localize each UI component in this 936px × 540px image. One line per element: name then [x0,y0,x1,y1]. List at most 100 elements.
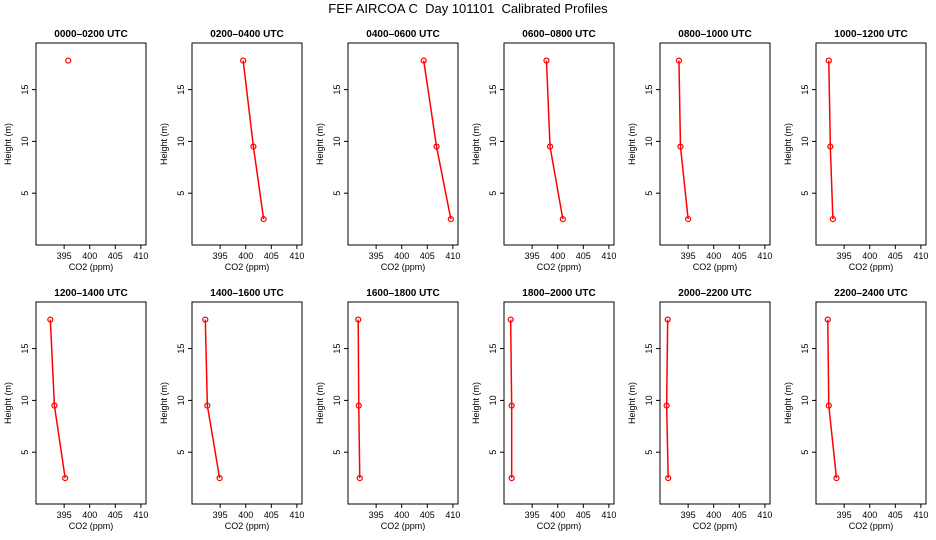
panel-title: 0400–0600 UTC [366,29,439,40]
x-tick-label: 400 [862,510,877,520]
plot-frame [503,42,615,246]
x-axis-label: CO2 (ppm) [849,262,894,272]
y-axis-label: Height (m) [471,123,481,165]
x-tick-label: 410 [757,510,772,520]
x-tick-label: 410 [757,251,772,261]
panel-title: 1600–1800 UTC [366,288,439,299]
x-axis-label: CO2 (ppm) [225,262,270,272]
y-axis-label: Height (m) [471,382,481,424]
x-axis-label: CO2 (ppm) [225,521,270,531]
profile-panel: 0400–0600 UTC 395 400 405 410 5 10 15 CO2 (ppm) H… [315,29,460,272]
data-point [260,216,267,223]
x-tick-label: 395 [57,510,72,520]
profile-panel: 0000–0200 UTC 395 400 405 410 5 10 15 CO2 (ppm) H… [3,29,148,272]
y-axis-label: Height (m) [159,123,169,165]
x-tick-label: 395 [837,251,852,261]
x-tick-label: 405 [420,251,435,261]
x-tick-label: 400 [862,251,877,261]
x-tick-label: 400 [706,510,721,520]
x-axis-label: CO2 (ppm) [69,262,114,272]
data-point [824,316,831,323]
data-point [447,216,454,223]
x-tick-label: 395 [369,510,384,520]
y-tick-label: 15 [800,344,810,354]
y-tick-label: 15 [488,344,498,354]
profile-panel: 2200–2400 UTC 395 400 405 410 5 10 15 CO2 (ppm) H… [783,288,928,531]
y-axis-label: Height (m) [783,123,793,165]
data-point [685,216,692,223]
profile-line [828,60,834,220]
x-tick-label: 410 [601,251,616,261]
data-point [216,475,223,482]
profile-line [678,60,689,220]
x-tick-label: 410 [601,510,616,520]
data-point [420,57,427,64]
data-point [833,475,840,482]
y-tick-label: 15 [332,85,342,95]
x-axis-label: CO2 (ppm) [381,521,426,531]
plot-frame [503,301,615,505]
y-tick-label: 5 [800,450,810,455]
plot-frame [815,301,927,505]
x-tick-label: 400 [82,510,97,520]
y-tick-label: 5 [644,191,654,196]
x-tick-label: 410 [445,251,460,261]
plot-frame [659,301,771,505]
data-point [508,402,515,409]
x-tick-label: 405 [732,251,747,261]
y-tick-label: 10 [20,136,30,146]
x-tick-label: 400 [82,251,97,261]
profile-panel: 1600–1800 UTC 395 400 405 410 5 10 15 CO2 (ppm) H… [315,288,460,531]
y-tick-label: 10 [488,136,498,146]
y-axis-label: Height (m) [3,123,13,165]
profile-line [665,319,669,479]
data-point [240,57,247,64]
x-tick-label: 410 [133,251,148,261]
y-tick-label: 10 [488,395,498,405]
plot-frame [347,301,459,505]
data-point [663,402,670,409]
y-axis-label: Height (m) [159,382,169,424]
y-tick-label: 15 [176,344,186,354]
x-tick-label: 405 [888,251,903,261]
x-tick-label: 410 [133,510,148,520]
x-tick-label: 395 [837,510,852,520]
x-axis-label: CO2 (ppm) [537,521,582,531]
x-axis-label: CO2 (ppm) [537,262,582,272]
y-tick-label: 5 [488,450,498,455]
x-axis-label: CO2 (ppm) [849,521,894,531]
data-point [546,143,554,150]
data-point [204,402,211,409]
x-tick-label: 405 [264,510,279,520]
y-tick-label: 15 [488,85,498,95]
x-tick-label: 405 [420,510,435,520]
panel-title: 1200–1400 UTC [54,288,127,299]
y-tick-label: 10 [644,136,654,146]
y-tick-label: 10 [800,136,810,146]
profile-panel: 1800–2000 UTC 395 400 405 410 5 10 15 CO2 (ppm) H… [471,288,616,531]
y-tick-label: 15 [644,344,654,354]
plot-frame [35,301,147,505]
profile-line [357,319,361,479]
x-tick-label: 405 [108,251,123,261]
panel-title: 1800–2000 UTC [522,288,595,299]
y-tick-label: 5 [176,191,186,196]
data-point [825,402,832,409]
y-tick-label: 5 [488,191,498,196]
x-tick-label: 405 [576,251,591,261]
y-tick-label: 5 [176,450,186,455]
data-point [51,402,58,409]
y-tick-label: 5 [20,450,30,455]
profile-panel: 2000–2200 UTC 395 400 405 410 5 10 15 CO2 (ppm) H… [627,288,772,531]
data-point [356,475,363,482]
y-tick-label: 15 [800,85,810,95]
x-tick-label: 395 [525,251,540,261]
data-point [65,57,72,64]
y-tick-label: 5 [332,191,342,196]
y-tick-label: 10 [176,136,186,146]
x-tick-label: 400 [394,510,409,520]
x-tick-label: 410 [445,510,460,520]
x-axis-label: CO2 (ppm) [69,521,114,531]
y-tick-label: 10 [800,395,810,405]
x-tick-label: 410 [913,510,928,520]
